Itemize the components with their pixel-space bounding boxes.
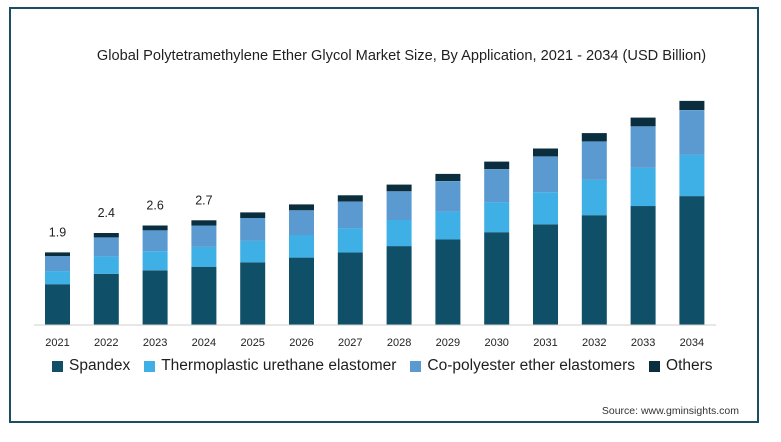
bar-2030-others bbox=[484, 161, 510, 170]
bar-2031-co-polyester-ether-elastomers bbox=[533, 156, 558, 193]
bar-2028-spandex bbox=[386, 246, 412, 325]
bar-2027-co-polyester-ether-elastomers bbox=[337, 201, 363, 229]
bar-2029-thermoplastic-urethane-elastomer bbox=[435, 211, 461, 240]
legend-swatch bbox=[410, 360, 422, 372]
bar-2032-others bbox=[581, 133, 607, 142]
bar-2032-spandex bbox=[581, 215, 607, 325]
bar-2030-thermoplastic-urethane-elastomer bbox=[484, 202, 510, 233]
bar-2029-spandex bbox=[435, 239, 461, 325]
x-tick-label: 2024 bbox=[192, 337, 216, 349]
bar-2021-co-polyester-ether-elastomers bbox=[45, 256, 70, 272]
bar-2024-thermoplastic-urethane-elastomer bbox=[191, 246, 217, 267]
bar-2031-thermoplastic-urethane-elastomer bbox=[533, 192, 558, 225]
bar-2023-thermoplastic-urethane-elastomer bbox=[142, 251, 168, 271]
legend-label: Thermoplastic urethane elastomer bbox=[161, 357, 397, 374]
legend-item: Spandex bbox=[52, 357, 130, 375]
bar-2027-spandex bbox=[337, 252, 363, 325]
bar-2025-others bbox=[240, 212, 266, 218]
bar-2022-others bbox=[93, 233, 119, 238]
legend-item: Co-polyester ether elastomers bbox=[410, 357, 635, 375]
bar-2029-others bbox=[435, 173, 461, 181]
bar-2028-thermoplastic-urethane-elastomer bbox=[386, 219, 412, 247]
bar-2033-thermoplastic-urethane-elastomer bbox=[630, 168, 656, 207]
legend-item: Thermoplastic urethane elastomer bbox=[144, 357, 396, 375]
bar-2034-others bbox=[679, 100, 705, 110]
bar-2022-thermoplastic-urethane-elastomer bbox=[93, 256, 119, 274]
bar-2028-co-polyester-ether-elastomers bbox=[386, 191, 412, 220]
bar-2030-co-polyester-ether-elastomers bbox=[484, 169, 510, 203]
bar-2025-spandex bbox=[240, 262, 266, 325]
chart-title: Global Polytetramethylene Ether Glycol M… bbox=[96, 48, 707, 64]
bar-2031-others bbox=[533, 148, 558, 157]
bar-2026-thermoplastic-urethane-elastomer bbox=[289, 235, 314, 258]
bar-2027-others bbox=[337, 195, 363, 202]
x-tick-label: 2030 bbox=[484, 337, 508, 349]
legend-label: Spandex bbox=[69, 357, 131, 374]
legend-label: Co-polyester ether elastomers bbox=[427, 357, 636, 374]
bar-2023-spandex bbox=[142, 270, 168, 325]
bar-2025-thermoplastic-urethane-elastomer bbox=[240, 240, 266, 263]
bar-2034-spandex bbox=[679, 196, 705, 325]
x-tick-label: 2023 bbox=[143, 337, 167, 349]
bar-2023-others bbox=[142, 225, 168, 231]
data-label-2023: 2.6 bbox=[146, 199, 163, 213]
x-tick-label: 2033 bbox=[631, 337, 655, 349]
bar-2025-co-polyester-ether-elastomers bbox=[240, 217, 266, 241]
bar-2021-spandex bbox=[45, 284, 70, 325]
bar-2034-co-polyester-ether-elastomers bbox=[679, 110, 705, 155]
x-tick-label: 2026 bbox=[289, 337, 313, 349]
x-tick-label: 2034 bbox=[680, 337, 704, 349]
x-tick-label: 2028 bbox=[387, 337, 411, 349]
bar-2028-others bbox=[386, 184, 412, 192]
bar-2033-spandex bbox=[630, 206, 656, 325]
chart-legend: Spandex Thermoplastic urethane elastomer C… bbox=[52, 357, 727, 375]
legend-swatch bbox=[52, 360, 63, 372]
bar-2032-co-polyester-ether-elastomers bbox=[581, 141, 607, 180]
legend-label: Others bbox=[666, 357, 713, 374]
bar-2024-others bbox=[191, 220, 217, 226]
legend-swatch bbox=[144, 360, 156, 372]
bar-2033-co-polyester-ether-elastomers bbox=[630, 126, 656, 168]
bar-2023-co-polyester-ether-elastomers bbox=[142, 230, 168, 252]
bar-2032-thermoplastic-urethane-elastomer bbox=[581, 179, 607, 216]
bar-2031-spandex bbox=[533, 224, 558, 325]
data-label-2022: 2.4 bbox=[98, 206, 115, 220]
legend-swatch bbox=[649, 360, 661, 372]
x-tick-label: 2032 bbox=[582, 337, 606, 349]
bar-2026-others bbox=[289, 204, 314, 211]
bar-2021-thermoplastic-urethane-elastomer bbox=[45, 271, 70, 285]
data-label-2021: 1.9 bbox=[49, 225, 66, 239]
x-tick-label: 2031 bbox=[533, 337, 557, 349]
bar-2026-co-polyester-ether-elastomers bbox=[289, 210, 314, 235]
legend-item: Others bbox=[649, 357, 713, 375]
bar-2029-co-polyester-ether-elastomers bbox=[435, 181, 461, 212]
source-note: Source: www.gminsights.com bbox=[601, 405, 739, 417]
bar-2033-others bbox=[630, 117, 656, 127]
x-tick-label: 2029 bbox=[436, 337, 460, 349]
data-label-2024: 2.7 bbox=[195, 193, 212, 207]
bar-2024-spandex bbox=[191, 266, 217, 325]
bar-2034-thermoplastic-urethane-elastomer bbox=[679, 154, 705, 197]
bar-2030-spandex bbox=[484, 232, 510, 325]
bar-2021-others bbox=[45, 252, 70, 256]
bar-2026-spandex bbox=[289, 257, 314, 325]
x-tick-label: 2021 bbox=[45, 337, 69, 349]
x-tick-label: 2022 bbox=[94, 337, 118, 349]
bar-2027-thermoplastic-urethane-elastomer bbox=[337, 228, 363, 253]
bar-2022-spandex bbox=[93, 273, 119, 325]
bar-2022-co-polyester-ether-elastomers bbox=[93, 237, 119, 257]
x-tick-label: 2027 bbox=[338, 337, 362, 349]
x-tick-label: 2025 bbox=[240, 337, 264, 349]
bar-2024-co-polyester-ether-elastomers bbox=[191, 225, 217, 247]
